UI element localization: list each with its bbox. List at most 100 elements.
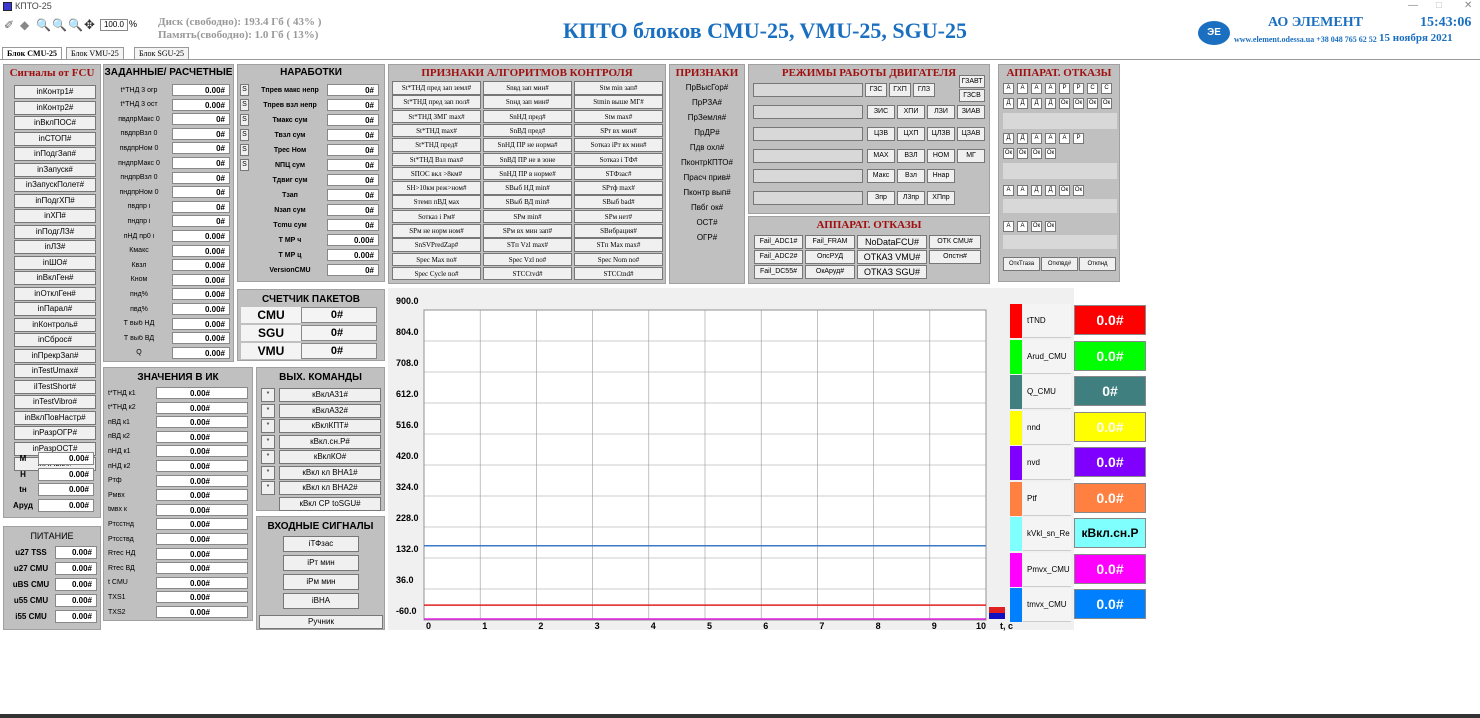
tab-sgu[interactable]: Блок SGU-25 <box>134 47 190 59</box>
mode-button[interactable]: ГЛЗ <box>913 83 935 97</box>
fcu-signal[interactable]: inПарал# <box>14 302 96 316</box>
legend-name[interactable]: Pmvx_CMU <box>1023 552 1071 587</box>
mode-button[interactable]: Зпр <box>867 191 895 205</box>
mode-button[interactable]: Ннар <box>927 169 955 183</box>
fcu-signal[interactable]: inРазрОГР# <box>14 426 96 440</box>
mode-button[interactable]: ГЗАВТ <box>959 75 985 88</box>
mode-button[interactable]: ЦХП <box>897 127 925 141</box>
flag-item: Пдв охл# <box>689 143 725 152</box>
fcu-signal[interactable]: inСброс# <box>14 333 96 347</box>
out-command-star-button[interactable]: * <box>261 465 275 480</box>
mode-button[interactable]: МАХ <box>867 149 895 163</box>
diamond-icon[interactable]: ◆ <box>20 18 30 32</box>
legend-name[interactable]: Arud_CMU <box>1023 339 1071 374</box>
zoom-in-icon[interactable]: 🔍 <box>36 18 51 32</box>
fcu-signal[interactable]: inЛЗ# <box>14 240 96 254</box>
fcu-signal[interactable]: inКонтр2# <box>14 100 96 115</box>
fcu-signal[interactable]: inХП# <box>14 209 96 223</box>
x-tick-label: 9 <box>931 621 937 631</box>
reset-s-button[interactable]: S <box>240 114 249 126</box>
mode-button[interactable]: ЗИАВ <box>957 105 985 119</box>
fcu-signal[interactable]: iITestShort# <box>14 379 96 394</box>
mode-button[interactable]: ВЗЛ <box>897 149 925 163</box>
mode-button[interactable]: ГХП <box>889 83 911 97</box>
reset-s-button[interactable]: S <box>240 99 249 111</box>
fault-item: Fail_ADC1# <box>754 235 803 249</box>
fcu-signal[interactable]: inОтклГен# <box>14 286 96 301</box>
mode-button[interactable]: ЛЗИ <box>927 105 955 119</box>
company-name: АО ЭЛЕМЕНТ <box>1268 15 1363 30</box>
mode-status-field <box>753 169 863 183</box>
tab-cmu[interactable]: Блок CMU-25 <box>2 47 63 59</box>
out-command-star-button[interactable]: * <box>261 403 275 418</box>
reset-s-button[interactable]: S <box>240 129 249 141</box>
reset-s-button[interactable]: S <box>240 84 249 96</box>
power-value: 0.00# <box>55 610 97 623</box>
fault-button[interactable]: Откпнд <box>1079 257 1116 271</box>
company-site[interactable]: www.element.odessa.ua +38 048 765 62 52 <box>1234 35 1377 44</box>
out-command-star-button[interactable]: * <box>261 450 275 464</box>
fcu-signal[interactable]: inШО# <box>14 255 96 270</box>
fcu-signal[interactable]: inПодгЗап# <box>14 147 96 161</box>
out-command-star-button[interactable]: * <box>261 388 275 402</box>
fcu-signal[interactable]: inСТОП# <box>14 131 96 146</box>
mode-button[interactable]: ЗИС <box>867 105 895 119</box>
y-tick-label: 516.0 <box>396 420 419 430</box>
fcu-signal[interactable]: inВклГен# <box>14 271 96 285</box>
close-button[interactable]: ✕ <box>1464 0 1473 11</box>
minimize-button[interactable]: — <box>1408 0 1418 11</box>
mode-button[interactable]: НОМ <box>927 149 955 163</box>
ik-value: 0.00# <box>156 547 248 560</box>
legend-name[interactable]: kVkl_sn_Re <box>1023 517 1071 551</box>
flag-item: ПрЗемля# <box>687 113 727 122</box>
fcu-signal[interactable]: inВклПовНастр# <box>14 410 96 425</box>
zoom-input[interactable]: 100.0 <box>100 19 128 31</box>
out-command-star-button[interactable]: * <box>261 481 275 495</box>
manual-button[interactable]: Ручник <box>259 615 383 629</box>
fault-button[interactable]: ОткТгаза <box>1003 257 1040 271</box>
pointer-icon[interactable]: ✐ <box>4 18 15 32</box>
mode-button[interactable]: Л3пр <box>897 191 925 205</box>
zoom-out-icon[interactable]: 🔍 <box>52 18 67 32</box>
mode-button[interactable]: ХПИ <box>897 105 925 119</box>
algorithm-flag: SПОС вкл >8км# <box>392 166 481 181</box>
mode-button[interactable]: ГЗС <box>865 83 887 97</box>
fcu-signal[interactable]: inПодгХП# <box>14 193 96 208</box>
legend-name[interactable]: Ptf <box>1023 481 1071 516</box>
fcu-signal[interactable]: inПодгЛЗ# <box>14 224 96 239</box>
zoom-reset-icon[interactable]: 🔍 <box>68 18 83 32</box>
fcu-signal[interactable]: inКонтроль# <box>14 317 96 332</box>
mode-button[interactable]: Макс <box>867 169 895 183</box>
legend-name[interactable]: Q_CMU <box>1023 375 1071 409</box>
algorithm-flag: SВибрация# <box>574 224 663 238</box>
reset-s-button[interactable]: S <box>240 144 249 156</box>
legend-name[interactable]: tmvx_CMU <box>1023 588 1071 622</box>
fcu-signal[interactable]: inЗапуск# <box>14 162 96 177</box>
fcu-signal[interactable]: inЗапускПолет# <box>14 178 96 192</box>
mode-button[interactable]: ЦЛЗВ <box>927 127 955 141</box>
tab-vmu[interactable]: Блок VMU-25 <box>66 47 124 59</box>
mode-button[interactable]: ХПпр <box>927 191 955 205</box>
trend-chart[interactable] <box>388 288 1074 634</box>
mode-button[interactable]: ГЗСВ <box>959 89 985 102</box>
legend-name[interactable]: nvd <box>1023 446 1071 480</box>
mode-button[interactable]: Взл <box>897 169 925 183</box>
legend-name[interactable]: nnd <box>1023 410 1071 445</box>
fcu-signal[interactable]: inTestVibro# <box>14 395 96 409</box>
fcu-value-row: М 0.00# <box>8 451 98 466</box>
fault-button[interactable]: Откпвд# <box>1041 257 1078 271</box>
out-command-star-button[interactable]: * <box>261 419 275 433</box>
fcu-signal[interactable]: inКонтр1# <box>14 85 96 99</box>
reset-s-button[interactable]: S <box>240 159 249 171</box>
maximize-button[interactable]: □ <box>1436 0 1443 11</box>
out-command-star-button[interactable]: * <box>261 434 275 449</box>
ik-label: Ртсстнд <box>108 520 134 528</box>
fcu-signal[interactable]: inПрекрЗап# <box>14 348 96 363</box>
legend-name[interactable]: tTND <box>1023 304 1071 338</box>
fcu-signal[interactable]: inВклПОС# <box>14 116 96 130</box>
mode-button[interactable]: ЦЗВ <box>867 127 895 141</box>
fcu-signal[interactable]: inTestUmax# <box>14 364 96 378</box>
pan-icon[interactable]: ✥ <box>84 17 95 32</box>
mode-button[interactable]: МГ <box>957 149 985 163</box>
mode-button[interactable]: ЦЗАВ <box>957 127 985 141</box>
